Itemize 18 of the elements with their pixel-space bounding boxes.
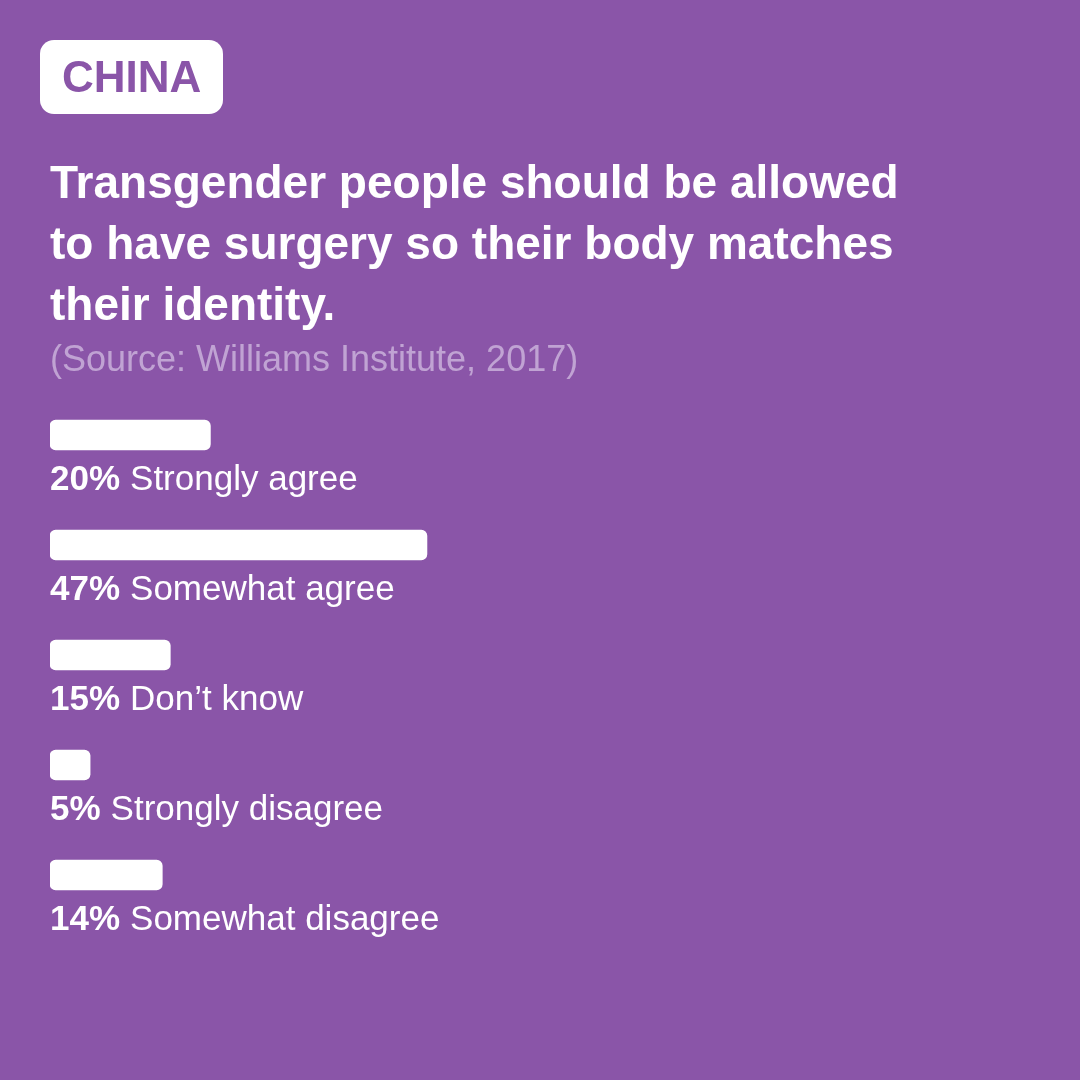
data-label: 5% — [50, 787, 101, 827]
bar — [50, 639, 171, 671]
y-tick-label: Don’t know — [130, 677, 304, 717]
bar — [50, 529, 428, 561]
bar — [50, 749, 91, 781]
bar — [50, 859, 163, 891]
bar — [50, 419, 211, 451]
data-label: 47% — [50, 567, 121, 607]
y-tick-label: Strongly disagree — [110, 787, 383, 827]
data-label: 15% — [50, 677, 121, 717]
text: CHINA — [40, 40, 224, 114]
chart-title: Transgender people should be allowed to have surgery so their body matches their identity. — [50, 155, 900, 332]
data-label: 14% — [50, 897, 121, 937]
text: (Source: Williams Institute, 2017) — [50, 338, 579, 380]
y-tick-label: Strongly agree — [130, 457, 358, 497]
data-label: 20% — [50, 457, 121, 497]
y-tick-label: Somewhat agree — [130, 567, 395, 607]
y-tick-label: Somewhat disagree — [130, 897, 440, 937]
